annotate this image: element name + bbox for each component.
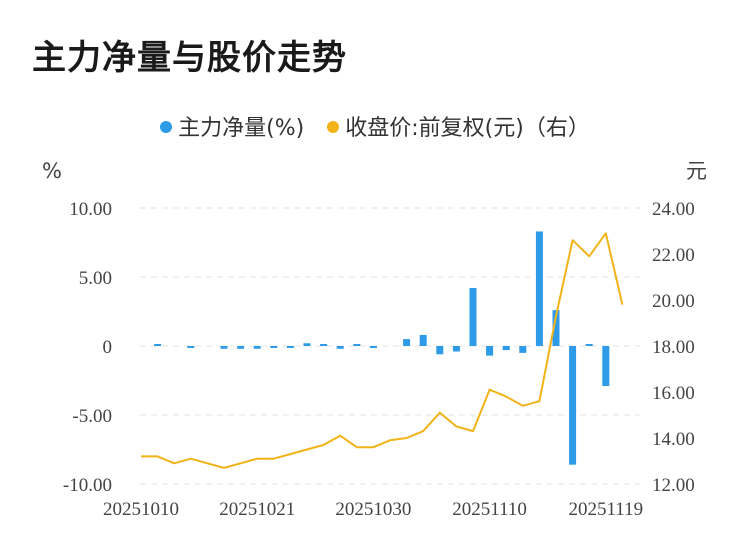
legend: 主力净量(%) 收盘价:前复权(元)（右） [0,110,750,142]
bar-net-volume [253,346,261,349]
left-axis-tick-label: 5.00 [79,268,112,289]
right-axis-tick-label: 16.00 [652,383,695,404]
left-axis-unit: % [42,159,62,183]
bar-net-volume [403,339,411,346]
left-axis-tick-label: -10.00 [63,475,112,496]
legend-label-close-price: 收盘价:前复权(元)（右） [345,116,590,141]
right-axis-tick-label: 24.00 [652,199,695,220]
right-axis-tick-label: 18.00 [652,337,695,358]
bar-net-volume [336,346,344,349]
bar-net-volume [602,346,610,387]
legend-dot-net-volume [160,121,173,133]
legend-label-net-volume: 主力净量(%) [178,116,305,141]
chart-title: 主力净量与股价走势 [32,38,347,78]
bar-net-volume [187,346,195,348]
bar-net-volume [154,344,162,346]
bar-net-volume [519,346,527,353]
bar-net-volume [419,334,427,346]
bar-net-volume [552,310,560,346]
bar-net-volume [220,346,228,349]
bar-net-volume [469,288,477,346]
bar-net-volume [320,344,328,346]
bar-net-volume [502,346,510,351]
right-axis-tick-label: 12.00 [652,475,695,496]
x-axis-tick-label: 20251119 [569,499,644,520]
right-axis-tick-label: 20.00 [652,291,695,312]
bar-net-volume [436,346,444,355]
x-axis-tick-label: 20251010 [103,499,179,520]
right-axis-unit: 元 [686,159,707,183]
bar-net-volume [270,346,278,348]
bar-net-volume [452,346,460,352]
right-axis-tick-label: 14.00 [652,429,695,450]
x-axis-tick-label: 20251110 [452,499,527,520]
right-axis-tick-label: 22.00 [652,245,695,266]
legend-item-close-price[interactable]: 收盘价:前复权(元)（右） [327,110,590,142]
left-axis-tick-label: 10.00 [69,199,112,220]
x-axis-tick-label: 20251021 [219,499,295,520]
bar-net-volume [585,344,593,346]
left-axis-tick-label: -5.00 [72,406,112,427]
bar-net-volume [286,346,294,348]
bar-net-volume [486,346,494,356]
bar-net-volume [303,343,311,346]
line-close-price [141,232,624,469]
bar-net-volume [369,346,377,348]
bar-net-volume [237,346,245,349]
bar-net-volume [569,346,577,465]
legend-dot-close-price [327,121,340,133]
legend-item-net-volume[interactable]: 主力净量(%) [160,110,304,142]
bar-net-volume [535,231,543,346]
x-axis-tick-label: 20251030 [335,499,411,520]
left-axis-tick-label: 0 [103,337,113,358]
bar-net-volume [353,344,361,346]
